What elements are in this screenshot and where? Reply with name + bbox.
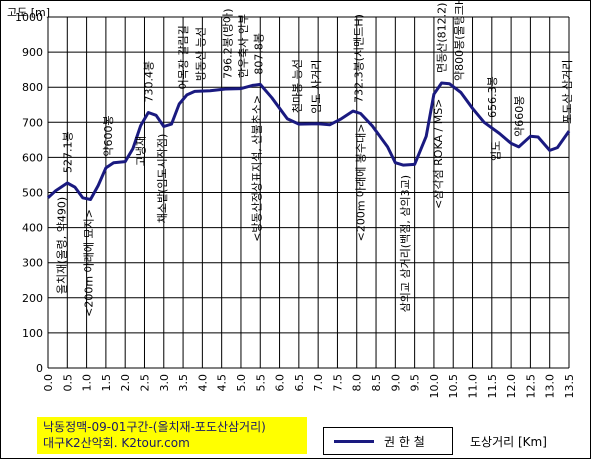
legend: 권 한 철 [323,427,453,455]
annotation-label: 약600봉 [101,115,115,156]
x-tick-label: 9.5 [409,374,422,392]
y-tick-label: 500 [22,187,43,200]
y-tick-label: 900 [22,46,43,59]
annotation-label: 732.3봉(시멘트H) [353,14,366,103]
y-tick-label: 700 [22,116,43,129]
y-tick-label: 200 [22,292,43,305]
x-tick-label: 1.5 [100,374,113,392]
annotation-label: 656.3봉 [486,76,499,118]
x-tick-label: 12.5 [524,374,537,399]
plot-area [46,81,571,201]
annotation-label: 임도 [490,141,503,161]
x-tick-label: 2.5 [138,374,151,392]
grid [47,16,570,369]
annotation-label: 방동산 능선 [194,27,207,81]
y-tick-label: 400 [22,222,43,235]
y-tick-labels: 0 100 200 300 400 500 600 700 800 900 1000 [15,11,43,375]
elevation-line [46,81,571,201]
annotation-label: <방동산정상표지석, 산불초소> [250,95,263,242]
annotation-label: <200m 아래에 봉수대> [355,124,368,242]
annotation-label: 천마봉 능선 [290,59,304,113]
credit-title: 낙동정맥-09-01구간-(올치재-포도산삼거리) [43,420,266,434]
annotation-label: 면동산(812.2) [436,3,449,73]
y-tick-label: 800 [22,81,43,94]
x-tick-label: 4.0 [196,374,209,392]
x-tick-label: 13.0 [544,374,557,399]
annotation-label: 삼의교 삼거리(백점, 삼의3교) [399,175,412,312]
credit-box: 낙동정맥-09-01구간-(올치재-포도산삼거리) 대구K2산악회. K2tou… [37,417,307,454]
x-tick-label: 0.0 [42,374,55,392]
annotation-label: 채소밭(임도시작점) [156,134,169,224]
x-tick-label: 10.5 [447,374,460,399]
annotation-label: <삼각점 ROKA / MS> [432,99,445,209]
x-tick-label: 11.5 [486,374,499,399]
y-axis-label: 고도 [m] [7,6,51,19]
x-tick-label: 4.5 [216,374,229,392]
annotation-label: 730.4봉 [142,61,155,103]
x-tick-label: 5.0 [235,374,248,392]
annotation-label: 한우축사 안부 [237,14,250,78]
x-tick-label: 6.5 [293,374,306,392]
annotation-label: 796.2봉(방아) [221,8,234,78]
annotation-label: 올치재(올령, 약490) [55,197,69,294]
annotation-label: <200m 아래에 묘지> [83,209,96,317]
annotation-label: 527.1봉 [61,131,74,173]
x-tick-label: 1.0 [81,374,94,392]
annotation-label: 어목장 갈림길 [176,25,190,89]
x-tick-label: 3.5 [177,374,190,392]
x-tick-label: 7.0 [312,374,325,392]
annotation-label: 약800봉(물탱크H) [452,0,466,81]
legend-swatch [334,440,374,443]
x-tick-label: 10.0 [428,374,441,399]
y-tick-label: 0 [36,362,43,375]
x-tick-label: 0.5 [61,374,74,392]
annotation-label: 약660봉 [512,96,526,137]
annotation-label: 807.8봉 [252,33,265,75]
x-tick-label: 13.5 [563,374,576,399]
x-tick-label: 8.5 [370,374,383,392]
x-tick-label: 11.0 [467,374,480,399]
x-tick-label: 6.0 [274,374,287,392]
x-tick-label: 5.5 [254,374,267,392]
legend-label: 권 한 철 [384,435,425,449]
annotation-label: 임도 사거리 [310,60,323,114]
x-tick-label: 3.0 [158,374,171,392]
annotation-label: 포도산 삼거리 [561,60,574,124]
y-tick-label: 1000 [15,11,43,24]
y-tick-label: 600 [22,151,43,164]
y-tick-label: 100 [22,327,43,340]
y-tick-label: 300 [22,257,43,270]
x-tick-label: 8.0 [351,374,364,392]
credit-site: 대구K2산악회. K2tour.com [43,436,190,450]
annotation-label: 고냉재 [135,136,148,166]
x-tick-label: 2.0 [119,374,132,392]
x-tick-labels: 0.0 0.5 1.0 1.5 2.0 2.5 3.0 3.5 4.0 4.5 5.0 5.5 6.0 6… [42,374,576,399]
x-axis-label: 도상거리 [Km] [470,435,547,449]
x-tick-label: 9.0 [389,374,402,392]
x-tick-label: 12.0 [505,374,518,399]
x-tick-label: 7.5 [331,374,344,392]
